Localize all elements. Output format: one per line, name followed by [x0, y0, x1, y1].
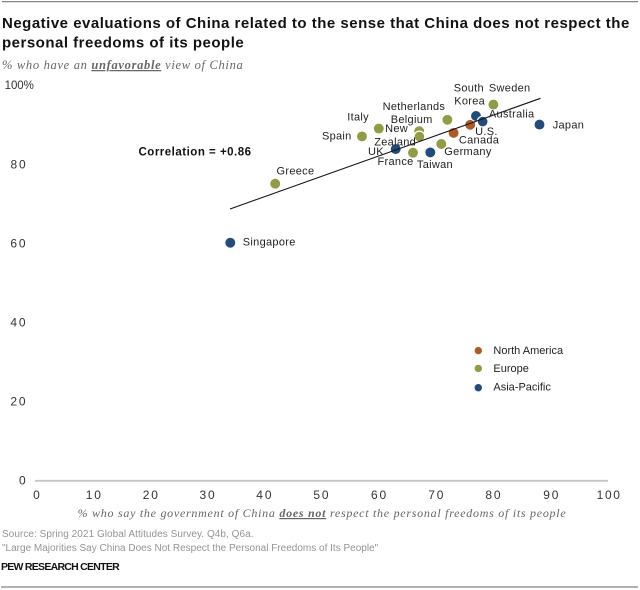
svg-text:40: 40	[10, 315, 26, 329]
svg-text:Germany: Germany	[444, 146, 492, 158]
svg-text:North America: North America	[493, 345, 564, 357]
svg-text:90: 90	[543, 488, 559, 502]
svg-text:Zealand: Zealand	[374, 136, 416, 148]
svg-text:80: 80	[11, 157, 27, 171]
svg-text:Singapore: Singapore	[243, 237, 296, 249]
svg-text:Greece: Greece	[277, 166, 315, 178]
svg-text:% who say the government of Ch: % who say the government of China does n…	[78, 506, 567, 520]
svg-text:France: France	[378, 156, 414, 168]
svg-text:% who have an unfavorable view: % who have an unfavorable view of China	[2, 58, 243, 72]
svg-text:60: 60	[371, 488, 387, 502]
svg-text:0: 0	[33, 488, 40, 502]
svg-text:60: 60	[10, 236, 26, 250]
svg-text:Canada: Canada	[459, 134, 500, 146]
svg-text:Sweden: Sweden	[489, 82, 531, 94]
svg-text:Japan: Japan	[553, 120, 584, 132]
svg-text:UK: UK	[368, 146, 384, 158]
svg-text:Netherlands: Netherlands	[383, 101, 446, 113]
svg-text:10: 10	[86, 488, 102, 502]
svg-text:"Large Majorities Say China Do: "Large Majorities Say China Does Not Res…	[2, 543, 379, 554]
svg-text:personal freedoms of its peopl: personal freedoms of its people	[2, 35, 244, 52]
svg-text:Belgium: Belgium	[391, 114, 433, 126]
svg-text:Korea: Korea	[454, 96, 485, 108]
svg-text:Negative evaluations of China: Negative evaluations of China related to…	[2, 15, 630, 32]
svg-text:50: 50	[313, 488, 329, 502]
svg-text:Europe: Europe	[493, 363, 528, 375]
svg-text:Taiwan: Taiwan	[417, 159, 453, 171]
svg-text:100%: 100%	[5, 80, 34, 92]
svg-text:20: 20	[10, 394, 26, 408]
svg-text:Italy: Italy	[347, 112, 369, 124]
svg-text:Correlation = +0.86: Correlation = +0.86	[139, 147, 252, 159]
svg-text:20: 20	[143, 488, 159, 502]
svg-text:U.S.: U.S.	[475, 126, 498, 138]
svg-text:80: 80	[485, 488, 501, 502]
svg-text:Australia: Australia	[489, 108, 535, 120]
svg-text:South: South	[454, 82, 484, 94]
svg-text:Source: Spring 2021 Global Att: Source: Spring 2021 Global Attitudes Sur…	[2, 529, 254, 540]
svg-text:30: 30	[200, 488, 216, 502]
svg-text:PEW RESEARCH CENTER: PEW RESEARCH CENTER	[1, 561, 120, 573]
svg-text:0: 0	[19, 474, 26, 488]
svg-text:Asia-Pacific: Asia-Pacific	[493, 381, 551, 393]
svg-text:70: 70	[428, 488, 444, 502]
svg-text:100: 100	[597, 488, 621, 502]
svg-text:40: 40	[256, 488, 272, 502]
svg-text:Spain: Spain	[322, 131, 352, 143]
svg-text:New: New	[385, 123, 408, 135]
